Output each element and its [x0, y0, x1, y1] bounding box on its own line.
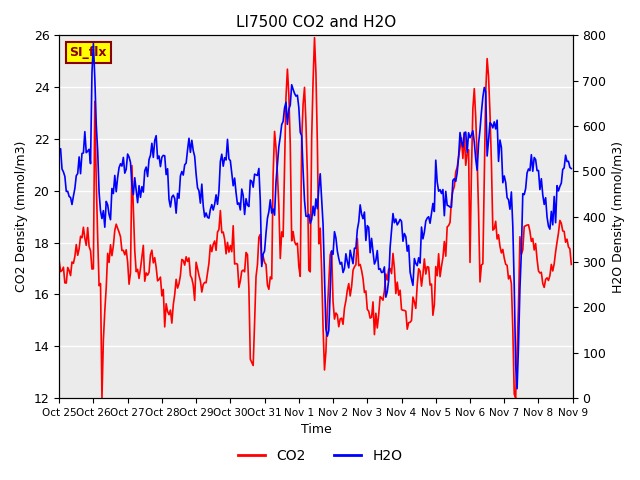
H2O	[120, 155, 127, 160]
H2O	[542, 195, 550, 201]
Line: H2O: H2O	[59, 43, 572, 389]
H2O	[281, 105, 289, 111]
Legend: CO2, H2O: CO2, H2O	[232, 443, 408, 468]
X-axis label: Time: Time	[301, 423, 332, 436]
H2O	[90, 40, 97, 46]
CO2	[281, 164, 289, 170]
H2O	[568, 166, 575, 171]
H2O	[209, 207, 217, 213]
Y-axis label: CO2 Density (mmol/m3): CO2 Density (mmol/m3)	[15, 141, 28, 292]
CO2	[235, 285, 243, 290]
CO2	[55, 258, 63, 264]
H2O	[227, 158, 234, 164]
CO2	[209, 241, 217, 247]
CO2	[120, 248, 127, 253]
H2O	[55, 148, 63, 154]
CO2	[310, 35, 318, 40]
Text: SI_flx: SI_flx	[69, 46, 107, 59]
CO2	[98, 395, 106, 401]
Title: LI7500 CO2 and H2O: LI7500 CO2 and H2O	[236, 15, 396, 30]
Y-axis label: H2O Density (mmol/m3): H2O Density (mmol/m3)	[612, 141, 625, 293]
H2O	[235, 200, 243, 206]
CO2	[568, 262, 575, 267]
Line: CO2: CO2	[59, 37, 572, 398]
H2O	[513, 386, 521, 392]
CO2	[227, 242, 234, 248]
CO2	[542, 276, 550, 282]
